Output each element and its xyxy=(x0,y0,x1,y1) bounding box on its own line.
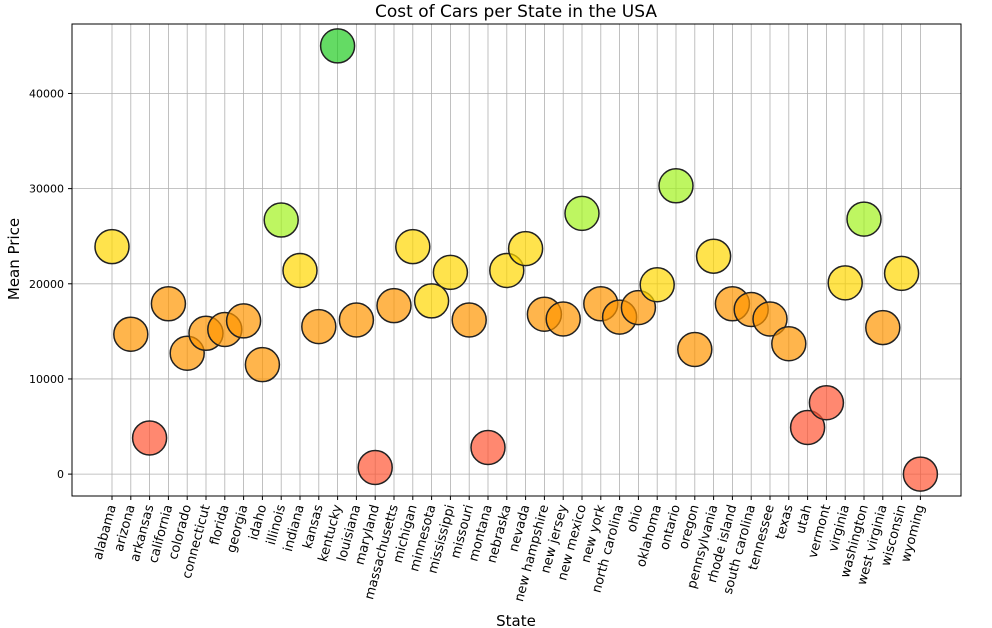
y-axis: 0 10000 20000 30000 40000 xyxy=(29,87,72,481)
data-point-alabama xyxy=(94,228,130,265)
data-point-west-virginia xyxy=(865,309,901,346)
chart-title: Cost of Cars per State in the USA xyxy=(375,2,657,22)
data-point-pennsylvania xyxy=(695,238,732,274)
y-tick-label: 10000 xyxy=(29,373,64,386)
data-point-louisiana xyxy=(338,302,375,338)
y-axis-label: Mean Price xyxy=(5,218,23,300)
data-point-virginia xyxy=(827,265,863,301)
y-tick-label: 20000 xyxy=(29,278,64,291)
data-point-arkansas xyxy=(131,420,168,456)
data-point-new-jersey xyxy=(545,301,581,337)
x-axis-label: State xyxy=(496,612,536,628)
data-point-nevada xyxy=(507,230,544,267)
data-point-oklahoma xyxy=(639,266,675,303)
data-point-kansas xyxy=(301,308,337,345)
data-point-idaho xyxy=(244,346,281,383)
data-point-ontario xyxy=(658,168,694,204)
plot-frame xyxy=(71,23,962,497)
data-point-montana xyxy=(470,429,506,466)
y-tick-label: 30000 xyxy=(29,183,64,196)
data-point-kentucky xyxy=(319,28,356,64)
data-point-michigan xyxy=(395,228,431,265)
data-point-vermont xyxy=(808,384,845,421)
data-point-wyoming xyxy=(902,456,939,492)
data-point-minnesota xyxy=(413,283,450,319)
data-point-massachusetts xyxy=(376,287,412,324)
x-tick-label: utah xyxy=(793,503,815,535)
data-point-washington xyxy=(846,201,882,237)
data-point-tennessee xyxy=(752,301,788,337)
data-points xyxy=(94,28,939,492)
data-point-california xyxy=(150,286,187,322)
data-point-missouri xyxy=(451,302,487,338)
x-axis: alabamaarizonaarkansascaliforniacolorado… xyxy=(91,496,928,603)
data-point-texas xyxy=(771,325,807,362)
data-point-mississippi xyxy=(432,254,469,291)
data-point-indiana xyxy=(282,252,318,289)
data-point-wisconsin xyxy=(883,255,920,292)
data-point-illinois xyxy=(263,202,299,238)
data-point-georgia xyxy=(225,303,262,339)
data-point-oregon xyxy=(677,331,713,368)
data-point-new-mexico xyxy=(564,195,600,232)
data-point-arizona xyxy=(113,316,149,352)
data-point-maryland xyxy=(357,449,393,486)
y-tick-label: 0 xyxy=(57,468,64,481)
data-point-utah xyxy=(789,409,826,446)
x-tick-label: ohio xyxy=(625,503,647,534)
gridlines xyxy=(72,24,961,496)
y-tick-label: 40000 xyxy=(29,87,64,100)
